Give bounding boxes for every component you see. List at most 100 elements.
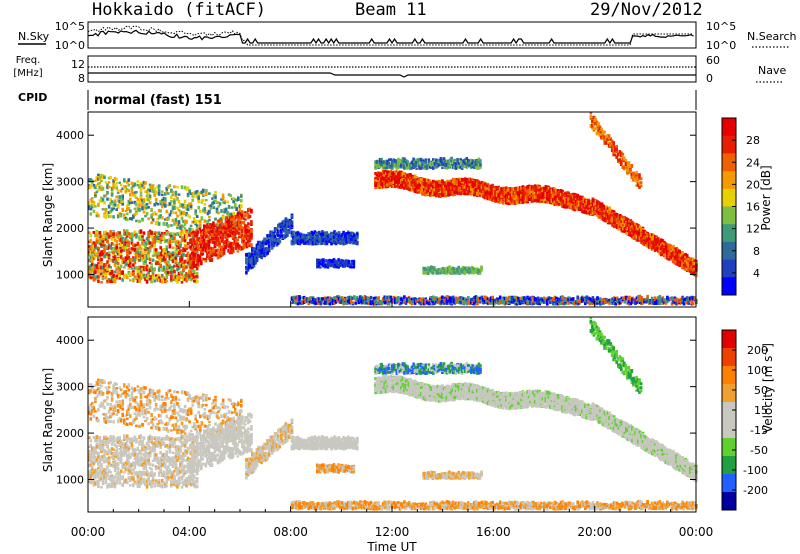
early-band-power-cell (171, 246, 175, 250)
early-slant-power-cell (200, 243, 203, 247)
early-band-power-cell (145, 267, 149, 272)
small-patch-power-cell (326, 266, 330, 269)
early-band-power-cell (165, 270, 169, 275)
early-slant-power-cell (233, 227, 236, 231)
ramp-power-cell (264, 241, 268, 246)
main-arc-power-cell (483, 190, 487, 195)
early-slant-power-cell (250, 236, 253, 240)
early-band-power-cell (130, 263, 134, 267)
upper-scatter-power-cell (233, 204, 237, 209)
early-band-power-cell (101, 234, 105, 239)
early-slant-power-cell (201, 257, 205, 261)
early-slant-power-cell (222, 241, 226, 245)
weak-patch-power-cell (296, 239, 300, 243)
ramp-power-cell (245, 266, 248, 269)
main-arc-power-cell (456, 187, 459, 190)
main-arc-power-cell (429, 185, 432, 190)
early-band-power-cell (183, 235, 187, 239)
upper-scatter-power-cell (139, 188, 143, 193)
main-arc-power-cell (448, 188, 452, 192)
early-slant-power-cell (218, 234, 221, 237)
early-band-power-cell (157, 231, 161, 235)
early-band-power-cell (157, 267, 161, 272)
weak-patch-power-cell (328, 234, 332, 239)
main-arc-power-cell (430, 182, 434, 187)
upper-scatter-power-cell (92, 209, 96, 213)
freq-tick-bottom-right: 0 (706, 72, 713, 85)
main-arc-power-cell (506, 199, 510, 203)
early-band-power-cell (171, 236, 175, 241)
early-slant-power-cell (216, 230, 220, 235)
main-arc-power-cell (474, 179, 478, 183)
early-band-power-cell (118, 234, 121, 237)
upper-scatter-power-cell (180, 217, 184, 221)
nsearch-label: N.Search (747, 30, 797, 43)
early-band-power-cell (130, 240, 134, 245)
early-band-power-cell (88, 231, 91, 235)
early-slant-power-cell (238, 244, 241, 248)
weak-patch-power-cell (290, 240, 294, 244)
ramp-power-cell (269, 231, 272, 236)
early-slant-power-cell (222, 247, 226, 252)
early-band-power-cell (98, 242, 102, 246)
early-band-power-cell (185, 231, 188, 234)
upper-scatter-power-cell (129, 193, 132, 197)
upper-scatter-power-cell (100, 185, 103, 188)
main-arc-power-cell (453, 187, 456, 190)
main-arc-power-cell (509, 200, 513, 205)
early-band-power-cell (153, 267, 156, 271)
early-band-power-cell (138, 275, 141, 279)
main-arc-power-cell (409, 184, 412, 189)
upper-scatter-power-cell (101, 174, 105, 177)
early-band-power-cell (100, 261, 103, 265)
upper-scatter-power-cell (240, 194, 243, 198)
main-arc-power-cell (444, 193, 447, 198)
early-slant-power-cell (250, 228, 253, 233)
ramp-power-cell (278, 229, 282, 233)
ramp-power-cell (252, 261, 256, 266)
early-band-power-cell (179, 233, 182, 237)
upper-scatter-power-cell (121, 187, 124, 190)
upper-scatter-power-cell (176, 226, 179, 230)
small-patch-power-cell (322, 264, 325, 268)
main-arc-power-cell (521, 198, 525, 203)
small-patch-power-cell (338, 263, 342, 267)
main-arc-power-cell (535, 186, 538, 191)
upper-scatter-power-cell (176, 206, 179, 210)
main-arc-power-cell (450, 186, 453, 190)
early-band-power-cell (133, 230, 137, 235)
upper-scatter-power-cell (148, 196, 152, 201)
weak-patch-power-cell (330, 236, 333, 239)
main-arc-power-cell (515, 190, 519, 194)
early-slant-power-cell (219, 219, 223, 224)
ramp-power-cell (270, 246, 274, 250)
main-arc-power-cell (517, 196, 520, 200)
early-band-power-cell (103, 266, 106, 270)
main-arc-power-cell (421, 181, 424, 184)
early-slant-power-cell (192, 238, 195, 243)
early-band-power-cell (133, 257, 137, 261)
ramp-power-cell (252, 249, 256, 254)
early-band-power-cell (106, 239, 109, 244)
early-band-power-cell (129, 257, 132, 262)
main-arc-power-cell (489, 198, 493, 201)
main-arc-power-cell (422, 191, 426, 195)
upper-scatter-power-cell (138, 184, 141, 188)
upper-scatter-power-cell (126, 188, 129, 191)
main-arc-power-cell (485, 190, 488, 193)
early-slant-power-cell (200, 230, 203, 234)
main-arc-power-cell (384, 178, 388, 181)
early-band-power-cell (180, 250, 184, 254)
upper-scatter-power-cell (124, 217, 128, 221)
early-slant-power-cell (236, 216, 240, 220)
early-band-power-cell (168, 254, 172, 258)
early-slant-power-cell (230, 242, 233, 247)
early-slant-power-cell (234, 245, 238, 250)
upper-scatter-power-cell (153, 211, 156, 215)
main-arc-power-cell (425, 182, 429, 186)
early-band-power-cell (157, 261, 161, 264)
upper-scatter-power-cell (145, 190, 149, 194)
early-slant-power-cell (224, 222, 227, 226)
main-arc-power-cell (415, 176, 418, 180)
early-band-power-cell (130, 248, 134, 252)
